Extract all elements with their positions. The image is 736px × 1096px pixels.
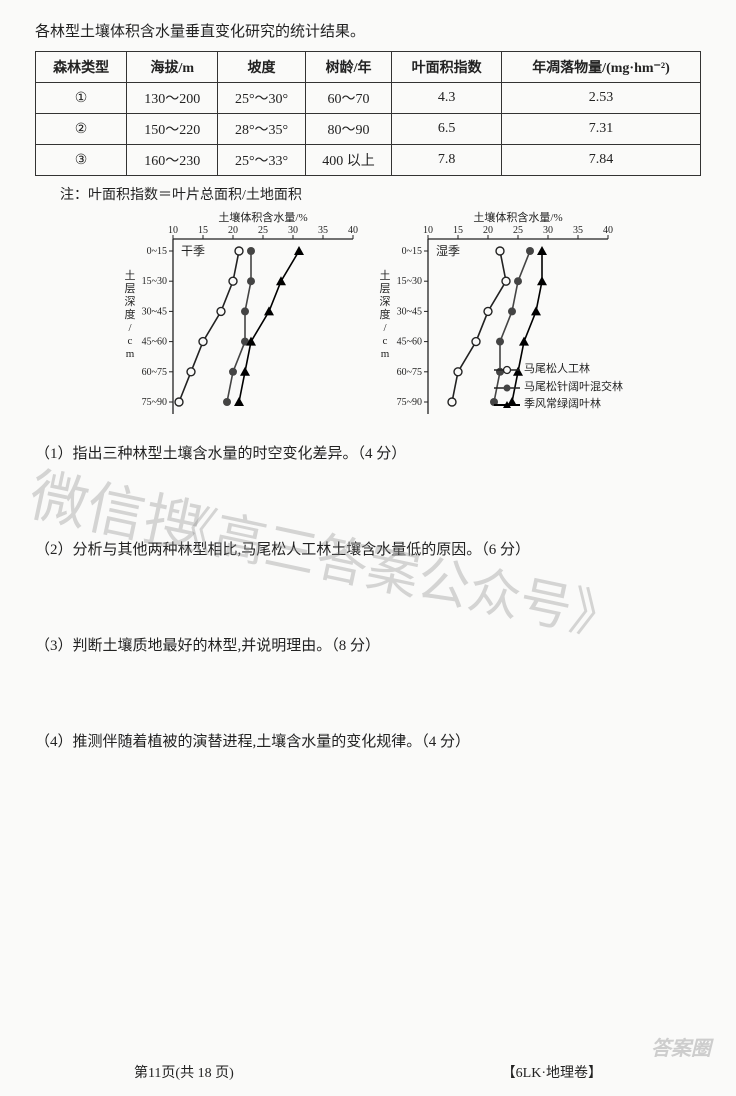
table-header: 年凋落物量/(mg·hm⁻²)	[501, 52, 700, 83]
footer-right: 【6LK·地理卷】	[502, 1062, 602, 1082]
table-cell: 6.5	[392, 114, 502, 145]
table-cell: ②	[36, 114, 127, 145]
corner-watermark: 答案圈	[651, 1032, 711, 1061]
svg-text:35: 35	[573, 225, 583, 236]
svg-text:75~90: 75~90	[142, 397, 167, 408]
svg-text:75~90: 75~90	[397, 397, 422, 408]
table-cell: 7.84	[501, 145, 700, 176]
svg-text:土: 土	[125, 269, 136, 282]
svg-text:45~60: 45~60	[142, 337, 167, 348]
table-cell: 160～230	[127, 145, 218, 176]
dry-season-chart: 土壤体积含水量/% 10 15 20 25 30 35 40 0~15 15~30 30~45 45~…	[118, 209, 363, 424]
svg-text:30: 30	[543, 225, 553, 236]
svg-text:30~45: 30~45	[397, 306, 422, 317]
svg-text:60~75: 60~75	[142, 367, 167, 378]
table-cell: 2.53	[501, 83, 700, 114]
chart-legend: 马尾松人工林 马尾松针阔叶混交林 季风常绿阔叶林	[494, 361, 623, 414]
table-cell: 7.8	[392, 145, 502, 176]
svg-text:度: 度	[380, 307, 391, 321]
table-cell: 150～220	[127, 114, 218, 145]
svg-text:40: 40	[348, 225, 358, 236]
table-note: 注：叶面积指数＝叶片总面积/土地面积	[60, 184, 701, 204]
svg-text:15: 15	[198, 225, 208, 236]
table-header: 海拔/m	[127, 52, 218, 83]
table-cell: 7.31	[501, 114, 700, 145]
svg-text:土: 土	[380, 269, 391, 282]
table-cell: 80～90	[305, 114, 392, 145]
svg-text:25: 25	[513, 225, 523, 236]
legend-b-label: 马尾松针阔叶混交林	[524, 379, 623, 397]
svg-text:15~30: 15~30	[142, 276, 167, 287]
svg-text:c: c	[128, 335, 133, 347]
svg-text:湿季: 湿季	[436, 243, 460, 258]
data-table: 森林类型海拔/m坡度树龄/年叶面积指数年凋落物量/(mg·hm⁻²) ①130～…	[35, 51, 701, 176]
legend-c-label: 季风常绿阔叶林	[524, 396, 601, 414]
question-4: （4）推测伴随着植被的演替进程,土壤含水量的变化规律。（4 分）	[35, 730, 701, 751]
table-row: ②150～22028°～35°80～906.57.31	[36, 114, 701, 145]
svg-text:30~45: 30~45	[142, 306, 167, 317]
table-cell: ①	[36, 83, 127, 114]
svg-text:10: 10	[168, 225, 178, 236]
svg-text:30: 30	[288, 225, 298, 236]
table-cell: 400 以上	[305, 145, 392, 176]
charts-container: 土壤体积含水量/% 10 15 20 25 30 35 40 0~15 15~30 30~45 45~…	[35, 209, 701, 424]
svg-text:c: c	[383, 335, 388, 347]
svg-text:深: 深	[125, 295, 136, 308]
question-3: （3）判断土壤质地最好的林型,并说明理由。（8 分）	[35, 634, 701, 655]
svg-text:度: 度	[125, 307, 136, 321]
page-footer: 第11页(共 18 页) 【6LK·地理卷】	[0, 1062, 736, 1082]
question-1: （1）指出三种林型土壤含水量的时空变化差异。（4 分）	[35, 442, 701, 463]
table-header: 叶面积指数	[392, 52, 502, 83]
svg-text:干季: 干季	[181, 244, 205, 258]
svg-text:0~15: 0~15	[402, 246, 422, 257]
svg-text:10: 10	[423, 225, 433, 236]
table-header: 森林类型	[36, 52, 127, 83]
table-cell: 28°～35°	[218, 114, 305, 145]
svg-text:0~15: 0~15	[147, 246, 167, 257]
legend-a-label: 马尾松人工林	[524, 361, 590, 379]
svg-text:45~60: 45~60	[397, 337, 422, 348]
watermark-2: 《高三答案公众号》	[157, 482, 630, 653]
svg-text:/: /	[383, 322, 387, 334]
svg-text:15: 15	[453, 225, 463, 236]
svg-text:m: m	[126, 348, 135, 360]
question-2: （2）分析与其他两种林型相比,马尾松人工林土壤含水量低的原因。（6 分）	[35, 538, 701, 559]
table-cell: 25°～30°	[218, 83, 305, 114]
table-cell: 25°～33°	[218, 145, 305, 176]
table-cell: 4.3	[392, 83, 502, 114]
svg-text:土壤体积含水量/%: 土壤体积含水量/%	[473, 210, 562, 224]
svg-text:25: 25	[258, 225, 268, 236]
svg-text:35: 35	[318, 225, 328, 236]
table-cell: 60～70	[305, 83, 392, 114]
table-header: 坡度	[218, 52, 305, 83]
table-header: 树龄/年	[305, 52, 392, 83]
svg-text:层: 层	[125, 282, 136, 295]
intro-text: 各林型土壤体积含水量垂直变化研究的统计结果。	[35, 20, 701, 41]
svg-text:/: /	[128, 322, 132, 334]
footer-left: 第11页(共 18 页)	[134, 1062, 234, 1082]
table-cell: 130～200	[127, 83, 218, 114]
table-row: ①130～20025°～30°60～704.32.53	[36, 83, 701, 114]
svg-text:15~30: 15~30	[397, 276, 422, 287]
svg-text:40: 40	[603, 225, 613, 236]
svg-text:60~75: 60~75	[397, 367, 422, 378]
svg-text:20: 20	[483, 225, 493, 236]
table-cell: ③	[36, 145, 127, 176]
svg-text:土壤体积含水量/%: 土壤体积含水量/%	[218, 210, 307, 224]
svg-text:层: 层	[380, 282, 391, 295]
svg-text:深: 深	[380, 295, 391, 308]
svg-text:20: 20	[228, 225, 238, 236]
svg-text:m: m	[381, 348, 390, 360]
table-row: ③160～23025°～33°400 以上7.87.84	[36, 145, 701, 176]
